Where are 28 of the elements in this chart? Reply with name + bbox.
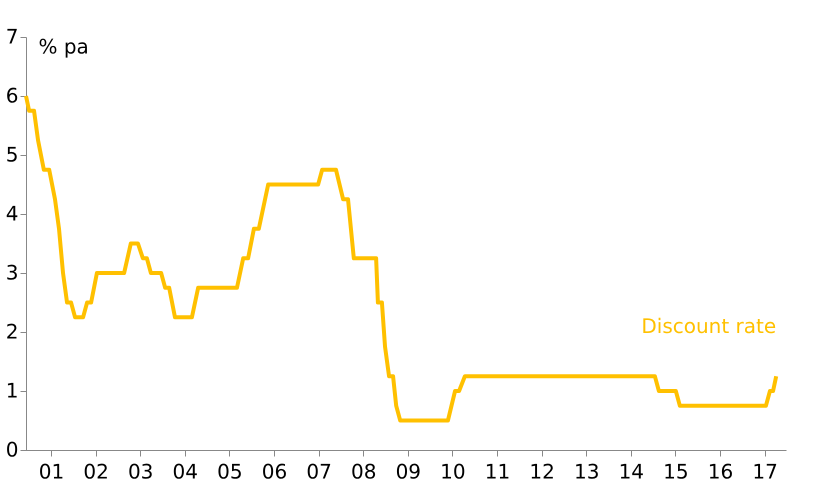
y-tick-label: 4: [6, 202, 18, 226]
x-tick-label: 14: [618, 460, 644, 484]
x-tick-label: 11: [484, 460, 510, 484]
x-tick-label: 17: [752, 460, 778, 484]
y-tick-label: 7: [6, 24, 18, 48]
y-tick-label: 3: [6, 260, 18, 284]
x-tick-label: 09: [396, 460, 422, 484]
x-tick-label: 02: [83, 460, 109, 484]
x-tick-label: 15: [663, 460, 689, 484]
y-tick-label: 5: [6, 142, 18, 166]
x-tick-label: 12: [529, 460, 555, 484]
x-tick-label: 04: [172, 460, 198, 484]
x-tick-label: 16: [708, 460, 734, 484]
x-tick-label: 01: [38, 460, 64, 484]
x-tick-label: 10: [440, 460, 466, 484]
x-tick-label: 07: [306, 460, 332, 484]
x-tick-label: 05: [217, 460, 243, 484]
x-tick-label: 03: [128, 460, 154, 484]
line-series: [24, 94, 778, 422]
series-label: Discount rate: [641, 314, 776, 338]
y-tick-label: 1: [6, 378, 18, 402]
x-tick-label: 08: [350, 460, 376, 484]
y-tick-label: 2: [6, 320, 18, 344]
x-tick-label: 06: [262, 460, 288, 484]
x-tick-label: 13: [574, 460, 600, 484]
y-tick-label: 6: [6, 84, 18, 108]
y-tick-label: 0: [6, 438, 18, 462]
y-axis-title: % pa: [38, 34, 89, 58]
